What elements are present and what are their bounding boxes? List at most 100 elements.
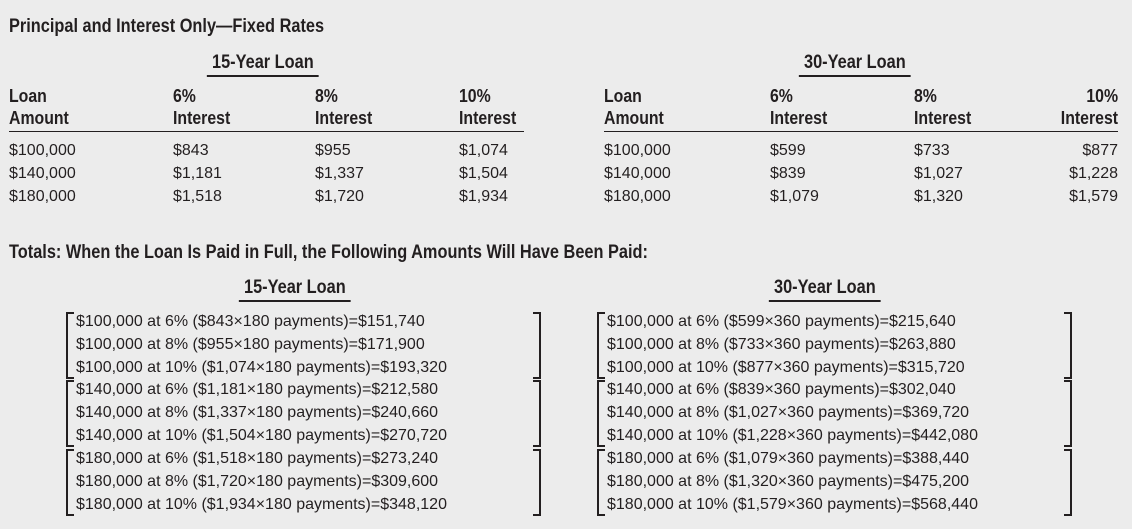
header-text: Amount <box>9 108 69 128</box>
totals-line: $140,000 at 8% ($1,027×360 payments)=$36… <box>607 404 970 421</box>
left-bracket <box>66 312 74 379</box>
totals-line: $100,000 at 6% ($843×180 payments)=$151,… <box>76 313 425 330</box>
right-bracket <box>1064 380 1072 447</box>
underline <box>798 75 911 77</box>
totals-line: $140,000 at 10% ($1,504×180 payments)=$2… <box>76 427 447 444</box>
table-cell: $1,074 <box>459 142 508 159</box>
table-cell: $1,027 <box>914 165 963 182</box>
header-rule-30 <box>604 131 1118 132</box>
loan-15-label: 15-Year Loan <box>212 52 314 73</box>
loan-15-label: 15-Year Loan <box>244 277 346 298</box>
right-bracket <box>1064 312 1072 379</box>
header-text: Interest <box>173 108 231 128</box>
totals-line: $140,000 at 6% ($839×360 payments)=$302,… <box>607 381 956 398</box>
underline <box>768 300 881 302</box>
table-cell: $1,934 <box>459 188 508 205</box>
loan-30-label: 30-Year Loan <box>804 52 906 73</box>
header-text: 8% <box>914 86 937 106</box>
right-bracket <box>533 449 541 516</box>
rate8-column-30: $733 $1,027 $1,320 <box>914 139 963 208</box>
header-text: 6% <box>770 86 793 106</box>
table-cell: $1,228 <box>1069 165 1118 182</box>
totals-15-group-180k: $180,000 at 6% ($1,518×180 payments)=$27… <box>66 447 447 516</box>
totals-15-group-140k: $140,000 at 6% ($1,181×180 payments)=$21… <box>66 378 447 447</box>
table-cell: $1,579 <box>1069 188 1118 205</box>
totals-15-group-100k: $100,000 at 6% ($843×180 payments)=$151,… <box>66 310 447 379</box>
table-cell: $140,000 <box>604 165 671 182</box>
totals-line: $180,000 at 8% ($1,720×180 payments)=$30… <box>76 473 439 490</box>
totals-line: $100,000 at 8% ($955×180 payments)=$171,… <box>76 336 425 353</box>
col-loan-amount-15: Loan Amount <box>9 85 69 129</box>
col-loan-amount-30: Loan Amount <box>604 85 664 129</box>
underline <box>206 75 319 77</box>
totals-line: $180,000 at 10% ($1,579×360 payments)=$5… <box>607 496 978 513</box>
totals-15-heading: 15-Year Loan <box>238 277 351 302</box>
loan-15-heading: 15-Year Loan <box>206 52 319 77</box>
totals-line: $180,000 at 8% ($1,320×360 payments)=$47… <box>607 473 970 490</box>
header-text: Interest <box>315 108 373 128</box>
table-cell: $180,000 <box>9 188 76 205</box>
right-bracket <box>533 380 541 447</box>
totals-line: $100,000 at 10% ($1,074×180 payments)=$1… <box>76 359 447 376</box>
table-cell: $1,320 <box>914 188 963 205</box>
col-8pct-30: 8% Interest <box>914 85 971 129</box>
left-bracket <box>66 449 74 516</box>
rate6-column-15: $843 $1,181 $1,518 <box>173 139 222 208</box>
header-text: 6% <box>173 86 196 106</box>
rate6-column-30: $599 $839 $1,079 <box>770 139 819 208</box>
loan-30-label: 30-Year Loan <box>774 277 876 298</box>
table-cell: $1,079 <box>770 188 819 205</box>
table-cell: $100,000 <box>604 142 671 159</box>
header-text: Interest <box>914 108 972 128</box>
header-text: 10% <box>459 86 491 106</box>
header-text: 8% <box>315 86 338 106</box>
rate10-column-30: $877 $1,228 $1,579 <box>1069 139 1118 208</box>
totals-line: $180,000 at 6% ($1,518×180 payments)=$27… <box>76 450 439 467</box>
table-cell: $733 <box>914 142 950 159</box>
table-cell: $843 <box>173 142 209 159</box>
underline <box>238 300 351 302</box>
totals-line: $180,000 at 6% ($1,079×360 payments)=$38… <box>607 450 970 467</box>
table-cell: $140,000 <box>9 165 76 182</box>
header-text: Interest <box>459 108 517 128</box>
table-cell: $180,000 <box>604 188 671 205</box>
header-text: Loan <box>604 86 642 106</box>
header-text: Loan <box>9 86 47 106</box>
totals-line: $140,000 at 10% ($1,228×360 payments)=$4… <box>607 427 978 444</box>
totals-30-heading: 30-Year Loan <box>768 277 881 302</box>
amount-column-15: $100,000 $140,000 $180,000 <box>9 139 76 208</box>
col-10pct-15: 10% Interest <box>459 85 516 129</box>
table-cell: $1,504 <box>459 165 508 182</box>
loan-30-heading: 30-Year Loan <box>798 52 911 77</box>
page-title: Principal and Interest Only—Fixed Rates <box>9 16 325 37</box>
table-cell: $599 <box>770 142 806 159</box>
totals-title: Totals: When the Loan Is Paid in Full, t… <box>9 242 648 263</box>
totals-line: $100,000 at 6% ($599×360 payments)=$215,… <box>607 313 956 330</box>
table-cell: $1,181 <box>173 165 222 182</box>
table-cell: $955 <box>315 142 351 159</box>
col-8pct-15: 8% Interest <box>315 85 372 129</box>
totals-line: $100,000 at 10% ($877×360 payments)=$315… <box>607 359 965 376</box>
left-bracket <box>597 449 605 516</box>
totals-30-group-100k: $100,000 at 6% ($599×360 payments)=$215,… <box>597 310 965 379</box>
left-bracket <box>66 380 74 447</box>
header-rule-15 <box>9 131 524 132</box>
totals-line: $180,000 at 10% ($1,934×180 payments)=$3… <box>76 496 447 513</box>
left-bracket <box>597 312 605 379</box>
rate8-column-15: $955 $1,337 $1,720 <box>315 139 364 208</box>
totals-30-group-180k: $180,000 at 6% ($1,079×360 payments)=$38… <box>597 447 978 516</box>
table-cell: $100,000 <box>9 142 76 159</box>
totals-30-group-140k: $140,000 at 6% ($839×360 payments)=$302,… <box>597 378 978 447</box>
header-text: Interest <box>770 108 828 128</box>
table-cell: $839 <box>770 165 806 182</box>
col-10pct-30: 10% Interest <box>1061 85 1118 129</box>
right-bracket <box>1064 449 1072 516</box>
header-text: 10% <box>1086 86 1118 106</box>
amount-column-30: $100,000 $140,000 $180,000 <box>604 139 671 208</box>
totals-line: $100,000 at 8% ($733×360 payments)=$263,… <box>607 336 956 353</box>
right-bracket <box>533 312 541 379</box>
col-6pct-15: 6% Interest <box>173 85 230 129</box>
rate10-column-15: $1,074 $1,504 $1,934 <box>459 139 508 208</box>
table-cell: $1,720 <box>315 188 364 205</box>
header-text: Amount <box>604 108 664 128</box>
